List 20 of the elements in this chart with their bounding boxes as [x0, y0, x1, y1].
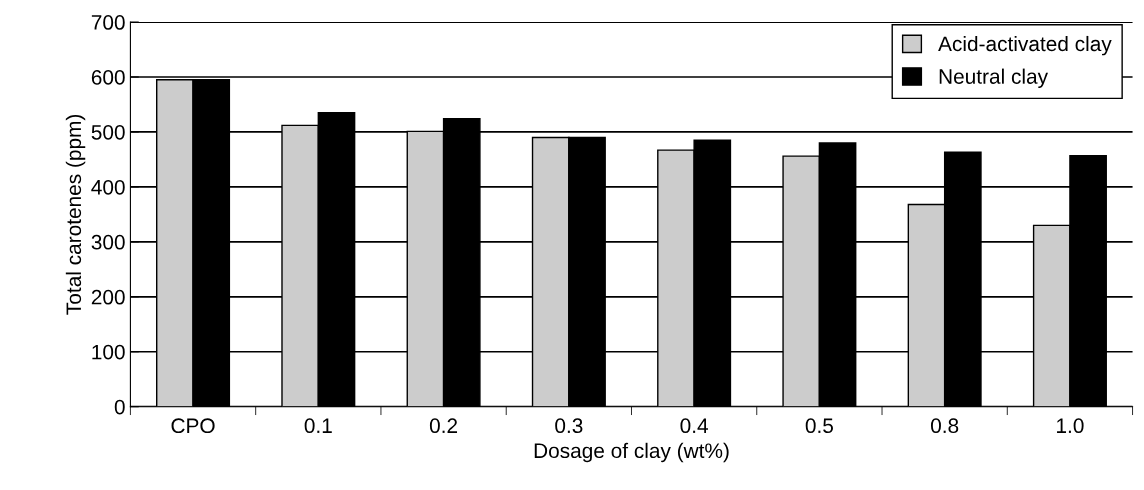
legend-label: Acid-activated clay	[938, 35, 1112, 56]
y-tick-label: 0	[114, 399, 125, 415]
y-axis-title: Total carotenes (ppm)	[65, 114, 86, 315]
x-tick-label: 0.4	[680, 418, 708, 434]
x-tick-label: 0.5	[805, 418, 833, 434]
x-tick-label: 0.1	[304, 418, 332, 434]
x-axis-title: Dosage of clay (wt%)	[534, 442, 729, 463]
y-tick-label: 100	[92, 344, 125, 360]
x-tick-label: CPO	[171, 418, 215, 434]
y-tick-label: 300	[91, 234, 125, 250]
x-tick-label: 0.2	[429, 418, 458, 434]
x-tick-label: 0.3	[555, 418, 583, 434]
y-tick-label: 600	[91, 70, 125, 85]
legend-label: Neutral clay	[939, 68, 1048, 88]
x-tick-label: 0.8	[930, 418, 959, 434]
y-tick-label: 700	[91, 15, 125, 30]
y-tick-label: 200	[91, 289, 125, 305]
y-tick-label: 400	[91, 179, 125, 195]
x-tick-label: 1.0	[1057, 418, 1084, 434]
y-tick-label: 500	[91, 124, 125, 140]
